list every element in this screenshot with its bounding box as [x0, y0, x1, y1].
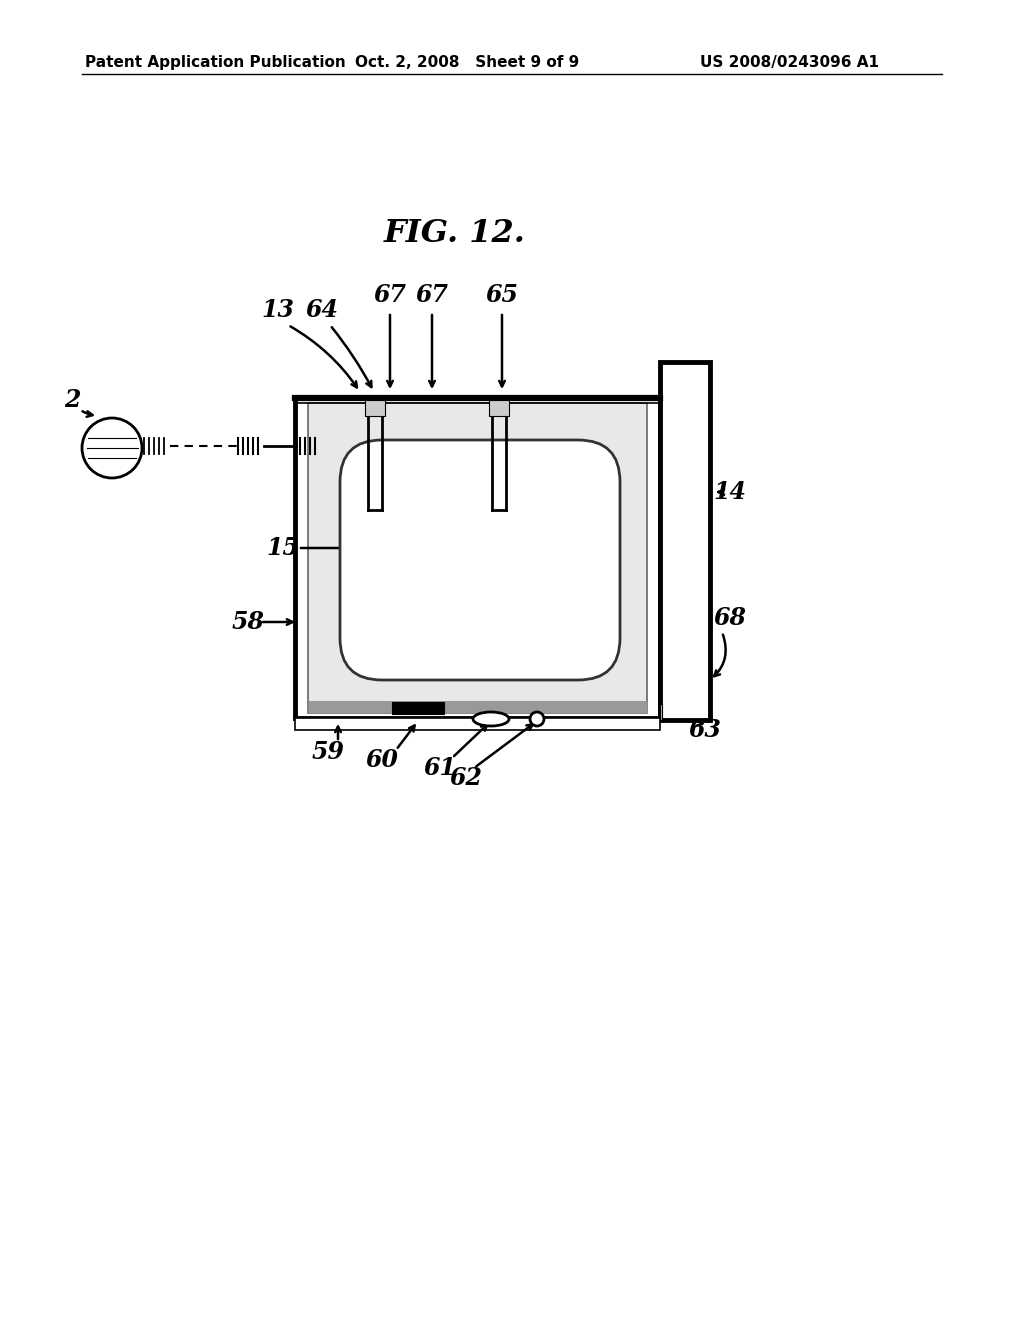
Bar: [308, 403, 647, 713]
Circle shape: [530, 711, 544, 726]
Text: Oct. 2, 2008   Sheet 9 of 9: Oct. 2, 2008 Sheet 9 of 9: [355, 55, 580, 70]
Text: 67: 67: [374, 282, 407, 308]
Text: 60: 60: [366, 748, 398, 772]
Text: 14: 14: [714, 480, 746, 504]
Bar: [295, 718, 660, 730]
Bar: [295, 399, 660, 718]
Bar: [308, 701, 647, 713]
Text: 13: 13: [261, 298, 295, 322]
FancyBboxPatch shape: [340, 440, 620, 680]
Text: 2: 2: [63, 388, 80, 412]
Text: US 2008/0243096 A1: US 2008/0243096 A1: [700, 55, 879, 70]
Bar: [660, 362, 710, 719]
Text: FIG. 12.: FIG. 12.: [384, 218, 526, 249]
Bar: [660, 704, 662, 719]
Text: 62: 62: [450, 766, 482, 789]
Text: 58: 58: [231, 610, 264, 634]
Text: 63: 63: [688, 718, 722, 742]
Text: 68: 68: [714, 606, 746, 630]
Bar: [489, 400, 509, 416]
Text: 67: 67: [416, 282, 449, 308]
Circle shape: [82, 418, 142, 478]
Ellipse shape: [473, 711, 509, 726]
Text: 59: 59: [311, 741, 344, 764]
Text: Patent Application Publication: Patent Application Publication: [85, 55, 346, 70]
Text: 61: 61: [424, 756, 457, 780]
Text: 15: 15: [266, 536, 299, 560]
Bar: [365, 400, 385, 416]
Text: 65: 65: [485, 282, 518, 308]
Bar: [392, 702, 444, 714]
Text: 64: 64: [305, 298, 339, 322]
